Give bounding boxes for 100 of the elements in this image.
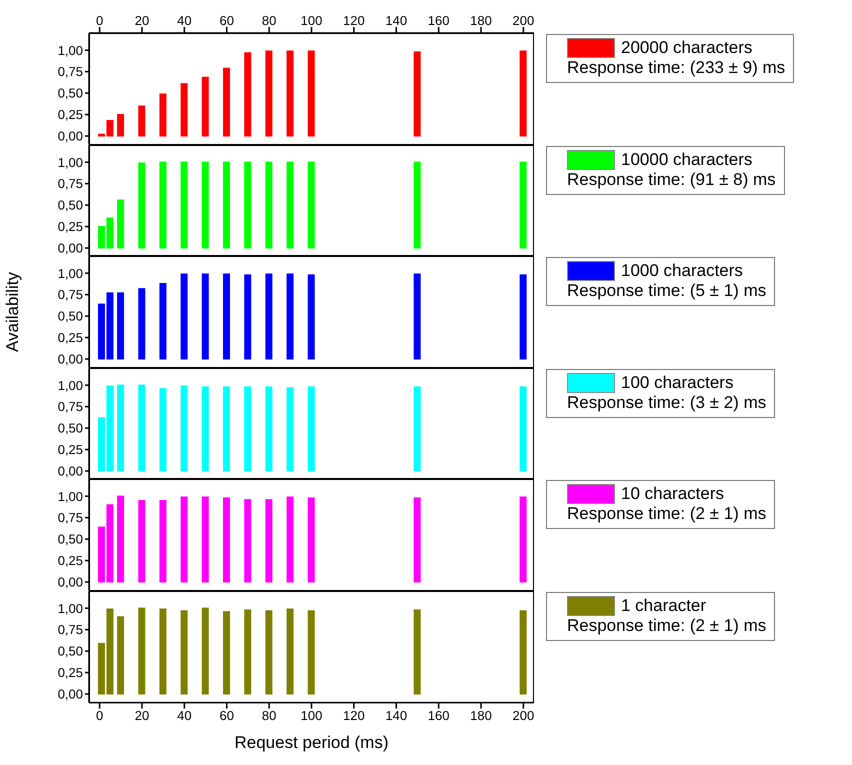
x-tick-label: 200	[512, 708, 534, 723]
bar	[520, 386, 527, 472]
bar	[520, 50, 527, 137]
y-tick-label: 1,00	[58, 600, 84, 616]
y-tick-label: 0,75	[58, 64, 84, 80]
y-tick-label: 0,50	[58, 197, 84, 212]
x2-tick-label: 80	[262, 13, 276, 28]
bar	[244, 609, 252, 695]
y-tick-label: 0,50	[58, 532, 84, 548]
legend-label: 20000 characters	[621, 38, 752, 58]
bar	[286, 274, 294, 360]
y-tick-label: 0,50	[58, 308, 84, 324]
bar	[159, 283, 166, 360]
bar	[244, 161, 252, 248]
bar	[414, 51, 421, 137]
bar	[286, 387, 294, 472]
bar	[159, 388, 166, 472]
bar	[180, 274, 188, 360]
bar	[414, 274, 421, 360]
y-tick-label: 0,25	[58, 554, 84, 569]
bar	[244, 499, 252, 583]
bar	[138, 384, 146, 472]
bar	[138, 288, 146, 360]
x-tick-label: 60	[220, 708, 234, 723]
bar	[117, 114, 124, 137]
bar	[117, 199, 124, 248]
x2-tick-label: 140	[385, 13, 408, 28]
y-tick-label: 0,75	[58, 176, 84, 191]
x2-tick-label: 0	[96, 13, 104, 28]
bar	[117, 292, 124, 360]
bar	[202, 608, 209, 695]
y-tick-label: 0,00	[58, 575, 84, 590]
x-axis-title: Request period (ms)	[234, 732, 389, 753]
bar	[159, 93, 166, 137]
bar	[265, 161, 272, 248]
y-tick-label: 0,25	[58, 218, 84, 234]
bar	[286, 161, 294, 248]
legend-label: 10000 characters	[621, 150, 752, 170]
bar	[180, 83, 188, 137]
text: Response time: (3 ± 2) ms	[567, 392, 766, 413]
bar	[244, 274, 252, 360]
bar	[223, 274, 230, 360]
x2-tick-label: 200	[512, 13, 534, 28]
text: Response time: (2 ± 1) ms	[567, 616, 766, 636]
legend-label: 100 characters	[621, 372, 734, 393]
y-tick-label: 0,50	[58, 420, 84, 436]
x-tick-label: 160	[428, 708, 450, 723]
bar	[159, 608, 166, 695]
text: Response time: (91 ± 8) ms	[567, 170, 776, 190]
bar	[265, 274, 272, 360]
y-tick-label: 0,25	[58, 442, 84, 457]
bar	[159, 161, 166, 248]
bar	[117, 616, 124, 695]
y-tick-label: 1,00	[58, 154, 84, 170]
bar	[138, 162, 146, 248]
bar	[286, 608, 294, 695]
y-tick-label: 1,00	[58, 42, 84, 58]
x2-tick-label: 160	[428, 13, 450, 28]
bar	[308, 161, 315, 248]
bar	[520, 610, 527, 695]
y-axis-title: Availability	[3, 272, 23, 352]
x2-tick-label: 120	[343, 13, 365, 28]
bar	[286, 496, 294, 583]
bar	[180, 610, 188, 695]
y-tick-label: 0,00	[58, 240, 84, 256]
bar	[308, 274, 315, 360]
bar	[223, 161, 230, 248]
bar	[202, 161, 209, 248]
text: Response time: (5 ± 1) ms	[567, 281, 766, 302]
bar	[180, 496, 188, 583]
y-tick-label: 1,00	[58, 266, 84, 281]
x-tick-label: 40	[177, 708, 192, 723]
bar	[244, 52, 252, 137]
x-tick-label: 0	[96, 708, 104, 723]
bar	[265, 499, 272, 583]
bar	[414, 386, 421, 472]
bar	[138, 500, 146, 583]
bar	[202, 274, 209, 360]
bar	[223, 611, 230, 695]
bar	[286, 50, 294, 137]
y-tick-label: 0,75	[58, 510, 84, 526]
bar	[202, 496, 209, 583]
y-tick-label: 0,25	[58, 107, 84, 122]
bar	[265, 610, 272, 695]
bar	[265, 50, 272, 137]
y-tick-label: 0,00	[58, 128, 84, 144]
bar	[414, 609, 421, 695]
x-tick-label: 80	[262, 708, 276, 723]
y-tick-label: 0,75	[58, 287, 84, 302]
bar	[180, 161, 188, 248]
x-tick-label: 140	[385, 708, 408, 723]
legend-label: 1000 characters	[621, 261, 743, 282]
x2-tick-label: 100	[300, 13, 322, 28]
y-tick-label: 0,75	[58, 399, 84, 414]
bar	[520, 161, 527, 248]
y-tick-label: 1,00	[58, 489, 84, 504]
bar	[223, 386, 230, 472]
y-tick-label: 0,25	[58, 330, 84, 346]
y-tick-label: 0,75	[58, 622, 84, 638]
x2-tick-label: 60	[220, 13, 234, 28]
